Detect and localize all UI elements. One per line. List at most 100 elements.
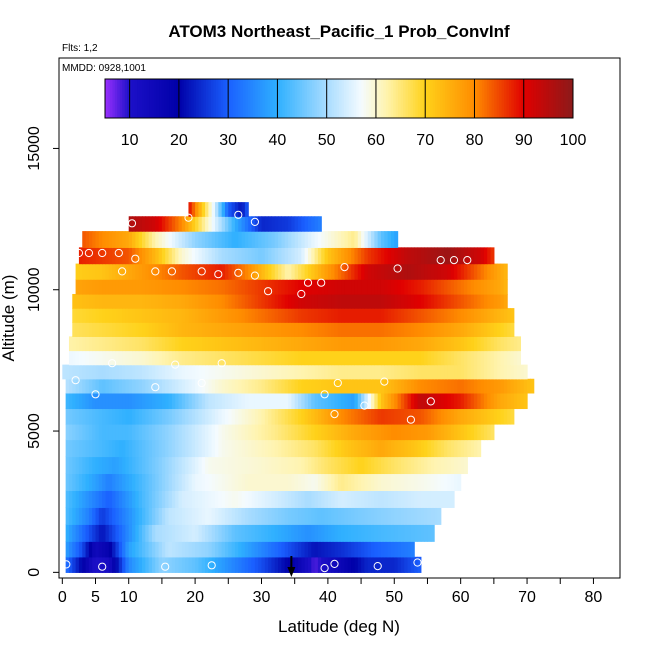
heatmap-cell	[251, 364, 256, 380]
heatmap-cell	[118, 456, 123, 475]
heatmap-cell	[151, 231, 156, 248]
colorbar-swatch	[242, 79, 246, 118]
colorbar-swatch	[272, 79, 276, 118]
colorbar-swatch	[171, 79, 175, 118]
heatmap-cell	[221, 524, 226, 542]
heatmap-cell	[251, 490, 256, 508]
heatmap-cell	[171, 247, 176, 265]
heatmap-cell	[132, 541, 136, 558]
heatmap-cell	[238, 308, 243, 323]
heatmap-cell	[274, 350, 279, 366]
heatmap-cell	[201, 408, 206, 425]
heatmap-cell	[92, 231, 97, 248]
heatmap-cell	[258, 364, 263, 380]
heatmap-cell	[248, 423, 253, 441]
heatmap-cell	[102, 423, 107, 441]
heatmap-cell	[125, 439, 130, 458]
heatmap-cell	[171, 378, 176, 394]
heatmap-cell	[307, 247, 312, 265]
heatmap-cell	[407, 490, 412, 508]
heatmap-cell	[374, 336, 379, 352]
heatmap-cell	[500, 392, 505, 410]
heatmap-cell	[115, 524, 120, 542]
heatmap-cell	[115, 423, 120, 441]
heatmap-cell	[281, 364, 286, 380]
heatmap-cell	[304, 216, 309, 232]
colorbar-swatch	[523, 79, 527, 118]
heatmap-cell	[347, 507, 352, 525]
heatmap-cell	[241, 473, 246, 491]
heatmap-cell	[480, 350, 485, 366]
heatmap-cell	[367, 336, 372, 352]
heatmap-cell	[181, 408, 186, 425]
heatmap-cell	[201, 308, 206, 323]
heatmap-cell	[118, 408, 123, 425]
heatmap-cell	[161, 473, 166, 491]
heatmap-cell	[324, 308, 329, 323]
heatmap-cell	[125, 507, 130, 525]
heatmap-cell	[151, 263, 156, 280]
heatmap-cell	[138, 490, 143, 508]
heatmap-cell	[135, 263, 140, 280]
heatmap-cell	[132, 231, 136, 248]
heatmap-cell	[414, 507, 419, 525]
colorbar-tick-label: 10	[121, 132, 139, 149]
heatmap-cell	[238, 392, 243, 410]
heatmap-cell	[394, 456, 399, 475]
heatmap-cell	[264, 279, 269, 295]
heatmap-cell	[198, 336, 203, 352]
heatmap-cell	[437, 322, 442, 337]
heatmap-cell	[108, 279, 113, 295]
heatmap-cell	[155, 507, 160, 525]
heatmap-cell	[181, 308, 186, 323]
heatmap-cell	[145, 350, 150, 366]
data-point	[297, 289, 306, 299]
heatmap-cell	[367, 279, 372, 295]
heatmap-cell	[68, 350, 73, 366]
heatmap-cell	[374, 378, 379, 394]
heatmap-cell	[294, 293, 299, 309]
colorbar-swatch	[410, 79, 414, 118]
heatmap-cell	[417, 524, 422, 542]
heatmap-cell	[178, 439, 183, 458]
heatmap-cell	[191, 392, 196, 410]
colorbar-swatch	[420, 79, 424, 118]
heatmap-cell	[317, 308, 322, 323]
heatmap-cell	[92, 541, 97, 558]
heatmap-cell	[298, 473, 302, 491]
heatmap-cell	[347, 490, 352, 508]
heatmap-cell	[314, 263, 319, 280]
heatmap-cell	[357, 279, 362, 295]
heatmap-cell	[251, 392, 256, 410]
heatmap-cell	[264, 336, 269, 352]
heatmap-cell	[380, 231, 385, 248]
heatmap-cell	[334, 524, 339, 542]
heatmap-cell	[68, 524, 73, 542]
heatmap-cell	[135, 364, 140, 380]
heatmap-cell	[118, 490, 123, 508]
heatmap-cell	[132, 408, 136, 425]
heatmap-cell	[128, 293, 133, 309]
heatmap-cell	[181, 293, 186, 309]
heatmap-cell	[477, 364, 482, 380]
heatmap-cell	[118, 392, 123, 410]
heatmap-cell	[288, 541, 292, 558]
heatmap-cell	[288, 392, 292, 410]
heatmap-cell	[82, 524, 87, 542]
heatmap-cell	[387, 231, 392, 248]
heatmap-cell	[447, 279, 452, 295]
heatmap-cell	[463, 263, 468, 280]
data-point	[74, 248, 84, 258]
heatmap-cell	[420, 507, 425, 525]
heatmap-cell	[473, 336, 478, 352]
heatmap-cell	[175, 279, 180, 295]
heatmap-cell	[175, 507, 180, 525]
heatmap-cell	[108, 556, 113, 573]
heatmap-cell	[483, 364, 488, 380]
heatmap-cell	[361, 541, 365, 558]
heatmap-cell	[191, 556, 196, 573]
heatmap-cell	[417, 378, 422, 394]
heatmap-cell	[387, 247, 392, 265]
heatmap-cell	[258, 279, 263, 295]
colorbar-swatch	[193, 79, 197, 118]
